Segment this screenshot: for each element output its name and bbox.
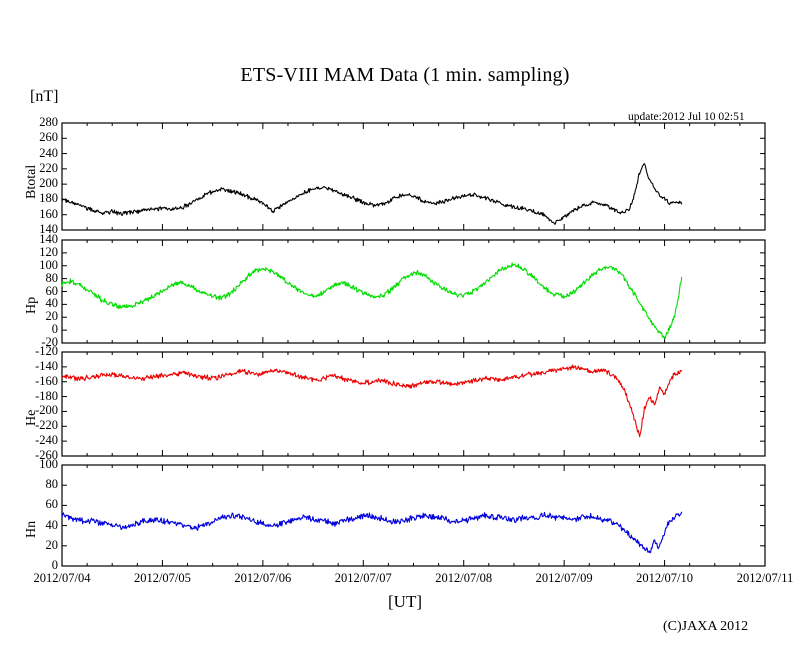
- x-tick-label: 2012/07/10: [636, 571, 694, 585]
- x-tick-label: 2012/07/08: [435, 571, 493, 585]
- y-axis-title-hp: Hp: [24, 296, 39, 314]
- y-tick-label: 60: [45, 497, 59, 512]
- y-tick-label: 0: [51, 322, 58, 337]
- x-tick-label: 2012/07/06: [234, 571, 292, 585]
- panel-hn: [61, 464, 766, 567]
- y-tick-label: 120: [39, 244, 58, 259]
- y-tick-label: 140: [39, 222, 58, 236]
- trace-btotal: [61, 163, 683, 225]
- y-tick-label: -240: [35, 433, 58, 448]
- trace-hn: [61, 511, 683, 554]
- y-tick-label: -220: [35, 418, 58, 433]
- y-tick-label: 100: [39, 257, 58, 272]
- y-tick-label: -120: [35, 344, 58, 358]
- y-tick-label: 220: [39, 160, 58, 175]
- y-tick-label: 40: [45, 517, 59, 532]
- page-title: ETS-VIII MAM Data (1 min. sampling): [240, 64, 570, 86]
- y-tick-label: -140: [35, 358, 58, 373]
- panel-btotal: [61, 122, 766, 231]
- y-tick-label: 240: [39, 145, 58, 160]
- y-tick-label: 160: [39, 206, 58, 221]
- y-tick-label: 0: [51, 558, 58, 572]
- y-tick-label: 200: [39, 176, 58, 191]
- y-tick-label: 20: [45, 309, 59, 324]
- x-tick-label: 2012/07/07: [334, 571, 392, 585]
- y-tick-label: -260: [35, 448, 58, 462]
- y-axis-title-he: He: [24, 409, 39, 426]
- y-tick-label: -200: [35, 403, 58, 418]
- y-tick-label: 60: [45, 283, 59, 298]
- panel-he: [61, 351, 766, 457]
- y-tick-label: 180: [39, 191, 58, 206]
- y-tick-label: 80: [45, 270, 59, 285]
- y-axis-title-hn: Hn: [24, 520, 39, 538]
- y-tick-label: 100: [39, 457, 58, 471]
- update-timestamp: update:2012 Jul 10 02:51: [628, 111, 745, 123]
- y-axis-title-btotal: Btotal: [24, 164, 39, 199]
- trace-hp: [61, 262, 683, 340]
- x-axis-label: [UT]: [388, 592, 422, 611]
- y-tick-label: 20: [45, 537, 59, 552]
- y-tick-label: 280: [39, 115, 58, 129]
- copyright-notice: (C)JAXA 2012: [663, 619, 749, 634]
- y-tick-label: 80: [45, 477, 59, 492]
- x-tick-label: 2012/07/05: [133, 571, 191, 585]
- y-tick-label: -20: [41, 335, 58, 349]
- x-tick-label: 2012/07/04: [33, 571, 91, 585]
- x-tick-label: 2012/07/11: [736, 571, 794, 585]
- x-tick-label: 2012/07/09: [535, 571, 593, 585]
- panel-hp: [61, 239, 766, 344]
- y-tick-label: -160: [35, 373, 58, 388]
- y-tick-label: -180: [35, 388, 58, 403]
- y-tick-label: 260: [39, 130, 58, 145]
- unit-label: [nT]: [30, 88, 59, 105]
- y-tick-label: 40: [45, 296, 59, 311]
- trace-he: [61, 364, 683, 438]
- y-tick-label: 140: [39, 232, 58, 246]
